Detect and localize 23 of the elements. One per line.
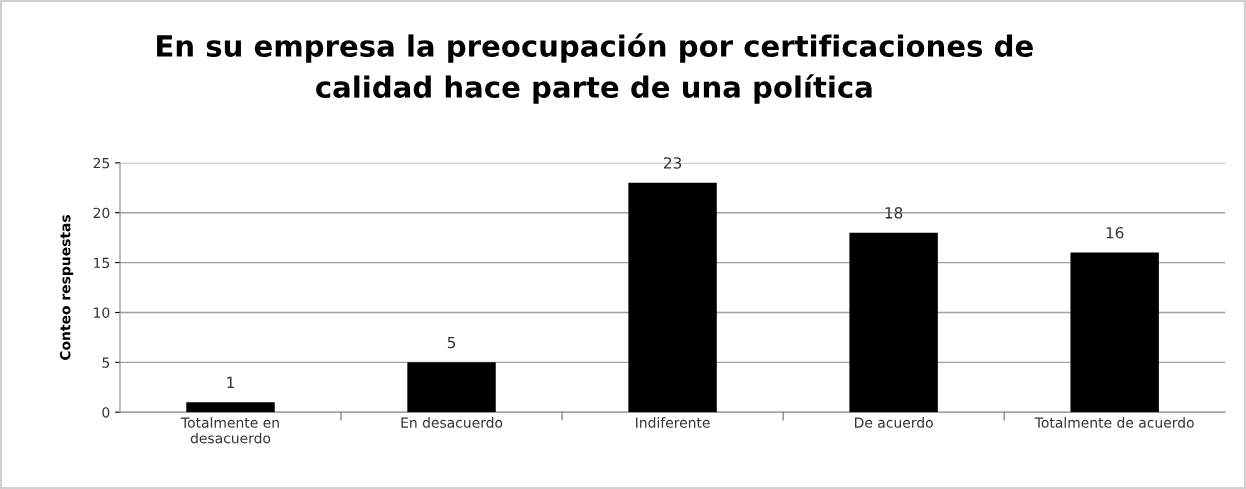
chart-title: En su empresa la preocupación por certificaciones de calidad hace parte de una política [157,33,1033,104]
y-tick-label: 10 [94,307,110,318]
y-tick-label: 25 [93,157,110,169]
data-label: 23 [663,157,682,169]
x-tick-label: De acuerdo [855,417,933,428]
bar [1070,252,1159,413]
bar [186,402,275,413]
y-tick-label: 15 [94,257,110,269]
x-tick-label: Indiferente [636,417,710,428]
bar [628,182,717,413]
y-axis-title: Conteo respuestas [59,214,74,361]
y-tick-label: 5 [102,357,110,368]
data-label: 18 [885,207,903,219]
bar [849,232,938,413]
data-label: 1 [227,376,234,388]
x-tick-label: Totalmente de acuerdo [1034,417,1194,428]
data-label: 5 [447,336,456,349]
y-tick-label: 0 [102,407,110,418]
data-label: 16 [1106,226,1124,239]
x-tick-label: Totalmente en desacuerdo [180,417,279,444]
x-tick-label: En desacuerdo [401,417,503,428]
bar [407,362,496,413]
y-tick-label: 20 [93,207,110,219]
